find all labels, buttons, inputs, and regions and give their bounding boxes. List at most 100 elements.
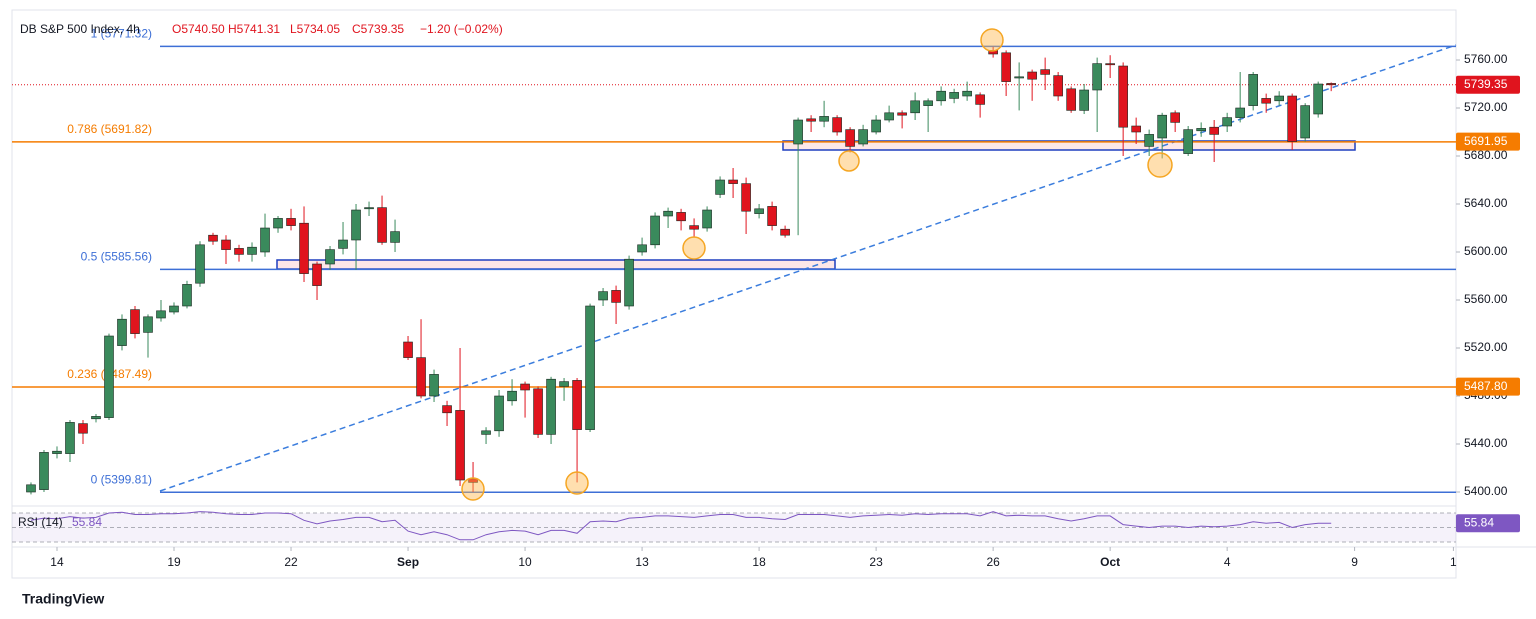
candle-body	[1170, 112, 1180, 123]
candle-body	[442, 405, 452, 414]
candle-body	[403, 341, 413, 358]
candle-body	[572, 380, 582, 430]
x-tick-label: Oct	[1100, 555, 1120, 569]
candle-body	[1092, 63, 1102, 91]
candle-body	[1066, 88, 1076, 111]
candle-body	[1118, 65, 1128, 128]
candle-body	[559, 381, 569, 387]
y-tick-label: 5600.00	[1464, 244, 1508, 258]
candle-body	[624, 258, 634, 307]
y-tick-label: 5760.00	[1464, 52, 1508, 66]
x-tick-label: 23	[869, 555, 883, 569]
ohlc-label: O5740.50	[172, 22, 225, 36]
candle-body	[1079, 89, 1089, 111]
candle-body	[195, 244, 205, 284]
candle-body	[52, 450, 62, 454]
candle-body	[897, 112, 907, 116]
candle-body	[949, 92, 959, 99]
price-label: 5487.80	[1464, 379, 1508, 393]
candle-body	[1235, 107, 1245, 118]
x-tick-label: Sep	[397, 555, 419, 569]
candle-body	[325, 249, 335, 265]
candle-body	[598, 291, 608, 301]
candle-body	[507, 390, 517, 402]
candle-body	[832, 117, 842, 133]
candle-body	[663, 210, 673, 217]
candle-body	[1287, 95, 1297, 142]
candle-body	[910, 100, 920, 114]
candle-body	[1105, 63, 1115, 66]
candle-body	[1144, 134, 1154, 147]
candle-body	[858, 129, 868, 145]
candle-body	[1326, 83, 1336, 86]
candle-body	[455, 410, 465, 481]
support-zone	[782, 140, 1356, 151]
candle-body	[611, 290, 621, 303]
candle-body	[156, 310, 166, 319]
candle-body	[143, 316, 153, 333]
x-tick-label: 26	[986, 555, 1000, 569]
candle-body	[780, 228, 790, 236]
candle-body	[182, 284, 192, 307]
rsi-value: 55.84	[72, 515, 102, 529]
highlight-circle	[461, 477, 485, 501]
x-tick-label: 13	[635, 555, 649, 569]
candle-body	[676, 212, 686, 222]
candle-body	[1209, 126, 1219, 135]
candle-body	[299, 222, 309, 274]
ohlc-label: H5741.31	[228, 22, 280, 36]
x-tick-label: 19	[167, 555, 181, 569]
candle-body	[377, 207, 387, 243]
candle-body	[208, 234, 218, 242]
candle-body	[429, 374, 439, 397]
x-tick-label: 1	[1450, 555, 1457, 569]
candle-body	[871, 119, 881, 133]
candle-body	[754, 208, 764, 214]
plot-layer: O5740.50 H5741.31 L5734.05 C5739.35 −1.20 (−…	[12, 22, 1520, 569]
brand: TradingView	[22, 591, 104, 607]
candle-body	[338, 239, 348, 249]
candle-body	[845, 129, 855, 147]
candle-body	[221, 239, 231, 250]
candle-body	[286, 218, 296, 226]
candle-body	[1300, 105, 1310, 139]
candle-body	[546, 378, 556, 435]
candle-body	[884, 112, 894, 121]
candle-body	[728, 179, 738, 184]
candle-body	[793, 119, 803, 145]
x-tick-label: 10	[518, 555, 532, 569]
candle-body	[481, 430, 491, 435]
candle-body	[1027, 71, 1037, 80]
y-tick-label: 5520.00	[1464, 340, 1508, 354]
candle-body	[1196, 128, 1206, 132]
chart-frame	[11, 9, 1457, 579]
candle-body	[117, 318, 127, 346]
price-label: 5691.95	[1464, 134, 1508, 148]
candle-body	[1157, 114, 1167, 139]
fib-level-label: 1 (5771.32)	[91, 27, 152, 41]
ohlc-label: −1.20 (−0.02%)	[420, 22, 503, 36]
candle-body	[637, 244, 647, 253]
candle-body	[416, 357, 426, 397]
symbol-title: DB S&P 500 Index, 4h	[20, 22, 140, 36]
candle-body	[39, 452, 49, 490]
candle-body	[247, 246, 257, 255]
y-tick-label: 5640.00	[1464, 196, 1508, 210]
y-tick-label: 5680.00	[1464, 148, 1508, 162]
candle-body	[1001, 52, 1011, 82]
price-label-box	[1456, 132, 1520, 151]
candle-body	[130, 309, 140, 334]
support-zone	[276, 259, 836, 270]
candle-body	[767, 206, 777, 226]
candle-body	[312, 263, 322, 286]
candle-body	[468, 478, 478, 483]
candle-body	[351, 209, 361, 241]
price-label: 5739.35	[1464, 77, 1508, 91]
ohlc-label: C5739.35	[352, 22, 404, 36]
candle-body	[390, 231, 400, 243]
candle-body	[806, 118, 816, 122]
x-tick-label: 18	[752, 555, 766, 569]
candle-body	[715, 179, 725, 195]
x-tick-label: 14	[50, 555, 64, 569]
